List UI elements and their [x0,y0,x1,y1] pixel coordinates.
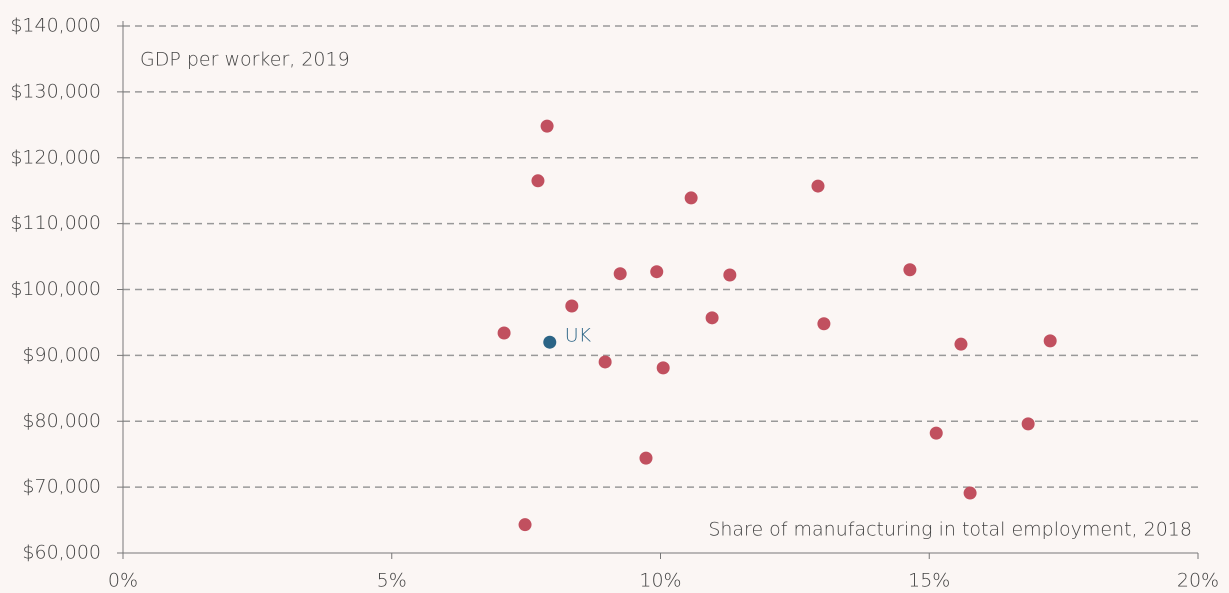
data-point [705,311,719,325]
point-label: UK [565,325,592,347]
data-point [954,337,968,351]
y-tick-label: $90,000 [22,344,101,366]
data-point [817,317,831,331]
x-tick-label: 20% [1177,570,1219,592]
data-point [684,191,698,205]
y-tick-label: $130,000 [10,80,101,102]
data-point [639,451,653,465]
data-point [497,326,511,340]
data-point [1043,334,1057,348]
data-point [565,299,579,313]
data-point [723,268,737,282]
x-tick-label: 15% [908,570,950,592]
x-tick-label: 10% [639,570,681,592]
y-tick-label: $100,000 [10,278,101,300]
data-point [598,355,612,369]
data-point [613,267,627,281]
y-tick-label: $70,000 [22,476,101,498]
data-point [531,174,545,188]
data-point [1021,417,1035,431]
y-axis-label: GDP per worker, 2019 [140,49,350,71]
data-point [963,486,977,500]
data-point [903,263,917,277]
data-point [656,361,670,375]
x-axis-label: Share of manufacturing in total employme… [708,519,1192,541]
data-point [650,265,664,279]
y-tick-label: $80,000 [22,410,101,432]
data-point [811,179,825,193]
data-point [543,335,557,349]
x-tick-label: 0% [108,570,138,592]
y-tick-label: $60,000 [22,542,101,564]
y-tick-label: $140,000 [10,15,101,37]
data-point [518,518,532,532]
y-tick-label: $120,000 [10,146,101,168]
y-tick-label: $110,000 [10,212,101,234]
data-point [540,119,554,133]
x-tick-label: 5% [377,570,407,592]
data-point [929,426,943,440]
